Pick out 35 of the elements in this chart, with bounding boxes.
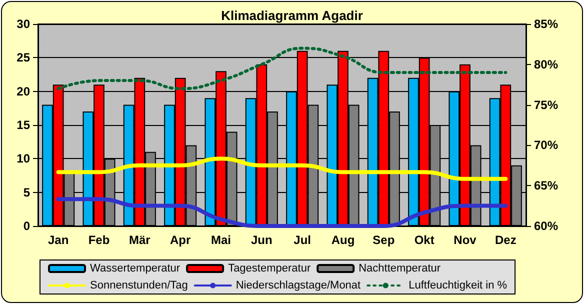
x-tick-label: Mai <box>210 233 232 247</box>
legend-label: Luftfeuchtigkeit in % <box>408 280 508 292</box>
y-tick-label: 25 <box>16 50 30 65</box>
x-tick-label: Jun <box>250 233 272 247</box>
legend-label: Tagestemperatur <box>228 262 311 274</box>
x-tick-label: Nov <box>454 233 477 247</box>
x-tick-label: Jan <box>48 233 69 247</box>
y-tick-label: 0 <box>23 219 30 233</box>
y2-tick-label: 80% <box>534 57 558 72</box>
x-tick-label: Sep <box>372 233 395 247</box>
y-tick-label: 20 <box>16 84 30 98</box>
line-series <box>56 197 508 228</box>
legend-label: Wassertemperatur <box>90 262 180 274</box>
y2-tick-label: 85% <box>534 17 558 31</box>
line-series <box>56 46 508 90</box>
legend-label: Niederschlagstage/Monat <box>236 280 361 292</box>
y2-tick-label: 65% <box>534 178 558 193</box>
legend-label: Nachttemperatur <box>358 262 441 274</box>
y2-tick-label: 70% <box>534 138 558 152</box>
y-tick-label: 30 <box>16 17 30 31</box>
y-tick-label: 15 <box>16 118 30 132</box>
x-tick-label: Jul <box>294 233 312 247</box>
x-tick-label: Aug <box>331 233 355 247</box>
x-tick-label: Mär <box>128 233 151 247</box>
x-tick-label: Apr <box>170 233 191 247</box>
y-tick-label: 5 <box>23 185 30 200</box>
y2-tick-label: 60% <box>534 219 558 233</box>
line-series <box>56 156 508 181</box>
legend-label: Sonnenstunden/Tag <box>90 280 188 292</box>
y-tick-label: 10 <box>16 152 30 166</box>
x-tick-label: Okt <box>414 233 434 247</box>
y2-tick-label: 75% <box>534 98 558 112</box>
x-tick-label: Dez <box>494 233 516 247</box>
x-tick-label: Feb <box>88 233 110 247</box>
chart-title: Klimadiagramm Agadir <box>221 8 363 23</box>
